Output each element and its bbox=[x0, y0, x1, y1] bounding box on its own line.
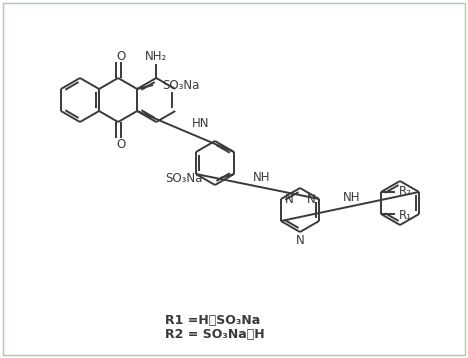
Text: SO₃Na: SO₃Na bbox=[165, 171, 203, 184]
Text: N: N bbox=[307, 193, 315, 205]
Text: N: N bbox=[296, 233, 304, 247]
Text: R1 =H或SO₃Na: R1 =H或SO₃Na bbox=[165, 314, 260, 326]
Text: N: N bbox=[285, 193, 293, 205]
Text: R2 = SO₃Na或H: R2 = SO₃Na或H bbox=[165, 328, 264, 340]
Text: NH: NH bbox=[253, 171, 270, 184]
Text: HN: HN bbox=[191, 117, 209, 130]
Text: NH₂: NH₂ bbox=[145, 49, 168, 63]
Text: O: O bbox=[117, 49, 126, 63]
Text: O: O bbox=[117, 137, 126, 150]
Text: R₁: R₁ bbox=[398, 208, 411, 222]
Text: SO₃Na: SO₃Na bbox=[162, 78, 200, 92]
Text: NH: NH bbox=[343, 191, 361, 204]
Text: R₂: R₂ bbox=[399, 184, 411, 198]
